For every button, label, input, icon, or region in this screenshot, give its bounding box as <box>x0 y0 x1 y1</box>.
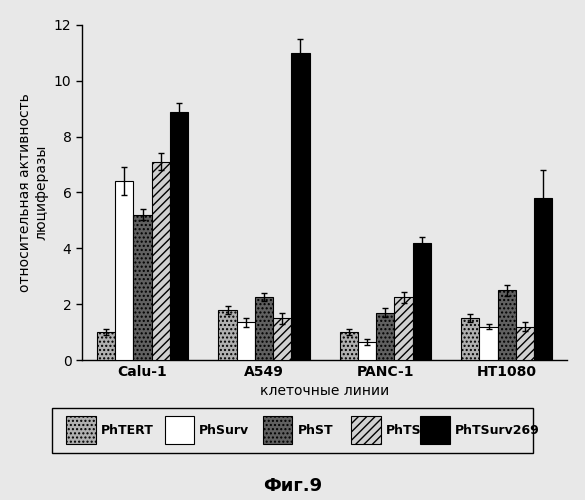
Bar <box>115 182 133 360</box>
Bar <box>461 318 480 360</box>
Bar <box>480 326 498 360</box>
Bar <box>412 243 431 360</box>
Bar <box>420 416 450 444</box>
Bar <box>352 416 381 444</box>
Bar <box>291 53 309 360</box>
Text: PhST: PhST <box>297 424 333 436</box>
Y-axis label: относительная активность
люциферазы: относительная активность люциферазы <box>18 93 49 292</box>
Bar <box>394 297 412 360</box>
Bar <box>263 416 292 444</box>
Bar <box>340 332 358 360</box>
Bar <box>534 198 552 360</box>
Bar <box>218 310 237 360</box>
Bar <box>67 416 96 444</box>
Bar <box>255 297 273 360</box>
Bar <box>237 322 255 360</box>
Bar <box>170 112 188 360</box>
Text: PhTERT: PhTERT <box>101 424 154 436</box>
Bar <box>133 215 152 360</box>
FancyBboxPatch shape <box>51 408 534 453</box>
Bar <box>358 342 376 360</box>
X-axis label: клеточные линии: клеточные линии <box>260 384 389 398</box>
Bar <box>273 318 291 360</box>
Bar <box>498 290 516 360</box>
Bar <box>165 416 194 444</box>
Bar <box>152 162 170 360</box>
Bar <box>376 312 394 360</box>
Bar <box>97 332 115 360</box>
Text: PhSurv: PhSurv <box>199 424 249 436</box>
Text: PhTSurv269: PhTSurv269 <box>455 424 539 436</box>
Text: Фиг.9: Фиг.9 <box>263 477 322 495</box>
Text: PhTS: PhTS <box>386 424 421 436</box>
Bar <box>516 326 534 360</box>
